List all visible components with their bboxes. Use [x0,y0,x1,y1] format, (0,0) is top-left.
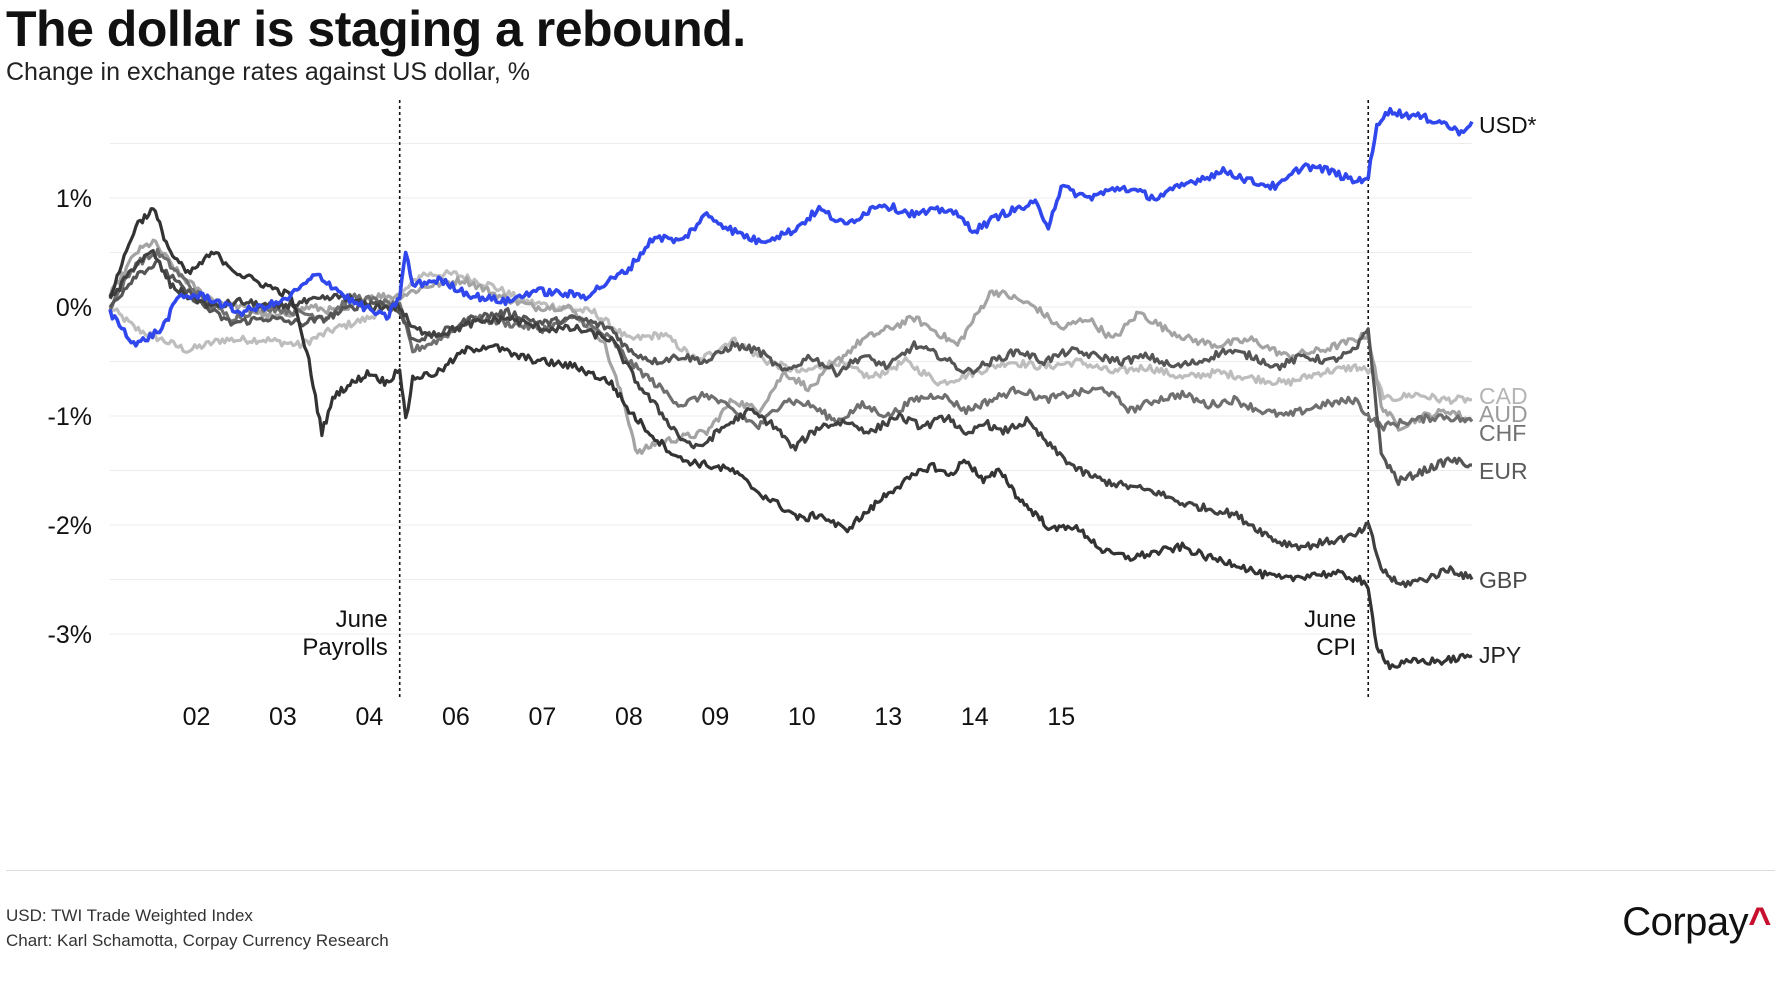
annotation-label: June [1304,606,1356,633]
gridlines [110,143,1472,635]
x-tick-label: 10 [788,703,816,731]
x-tick-label: 06 [442,703,470,731]
x-tick-label: 07 [528,703,556,731]
y-tick-label: -3% [48,621,92,649]
corpay-logo: Corpay^ [1622,900,1771,945]
annotation-label: June [336,606,388,633]
y-tick-label: -2% [48,512,92,540]
y-tick-label: 0% [56,294,92,322]
x-tick-label: 14 [961,703,989,731]
logo-wordmark: Corpay [1622,900,1749,944]
x-tick-label: 03 [269,703,297,731]
series-label-gbp: GBP [1479,567,1528,593]
y-tick-label: -1% [48,403,92,431]
series-label-cad: CAD [1479,383,1528,409]
series-line-aud [108,238,1474,455]
x-tick-label: 13 [874,703,902,731]
x-tick-label: 02 [183,703,211,731]
annotation-label: Payrolls [302,634,387,661]
series-line-eur [108,258,1472,486]
series-line-gbp [108,249,1474,589]
y-tick-label: 1% [56,185,92,213]
series-line-cad [108,269,1473,405]
footer-divider [6,870,1775,871]
series-label-chf: CHF [1479,420,1526,446]
x-tick-label: 08 [615,703,643,731]
series-label-usd: USD* [1479,112,1537,138]
x-tick-label: 15 [1047,703,1075,731]
annotation-label: CPI [1316,634,1356,661]
y-axis-ticks: 1% 0% -1% -2% -3% [48,185,92,649]
x-tick-label: 04 [356,703,384,731]
x-tick-label: 09 [701,703,729,731]
series-line-jpy [108,207,1473,671]
x-axis-ticks: 02 03 04 06 07 08 09 10 13 14 15 [183,703,1076,731]
footer-credit: Chart: Karl Schamotta, Corpay Currency R… [6,931,389,950]
series-lines [108,106,1474,671]
series-label-jpy: JPY [1479,642,1521,668]
series-label-aud: AUD [1479,401,1528,427]
series-line-usd [108,106,1474,348]
chart-subtitle: Change in exchange rates against US doll… [6,58,530,86]
footer-note: USD: TWI Trade Weighted Index [6,906,253,925]
chart-title: The dollar is staging a rebound. [6,1,746,57]
series-label-eur: EUR [1479,458,1528,484]
logo-caret-icon: ^ [1748,900,1771,944]
